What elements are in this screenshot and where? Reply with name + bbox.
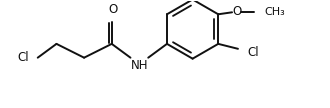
- Text: O: O: [232, 5, 242, 18]
- Text: Cl: Cl: [17, 51, 29, 64]
- Text: CH₃: CH₃: [265, 7, 285, 17]
- Text: Cl: Cl: [248, 46, 259, 59]
- Text: NH: NH: [131, 59, 148, 72]
- Text: O: O: [108, 3, 117, 16]
